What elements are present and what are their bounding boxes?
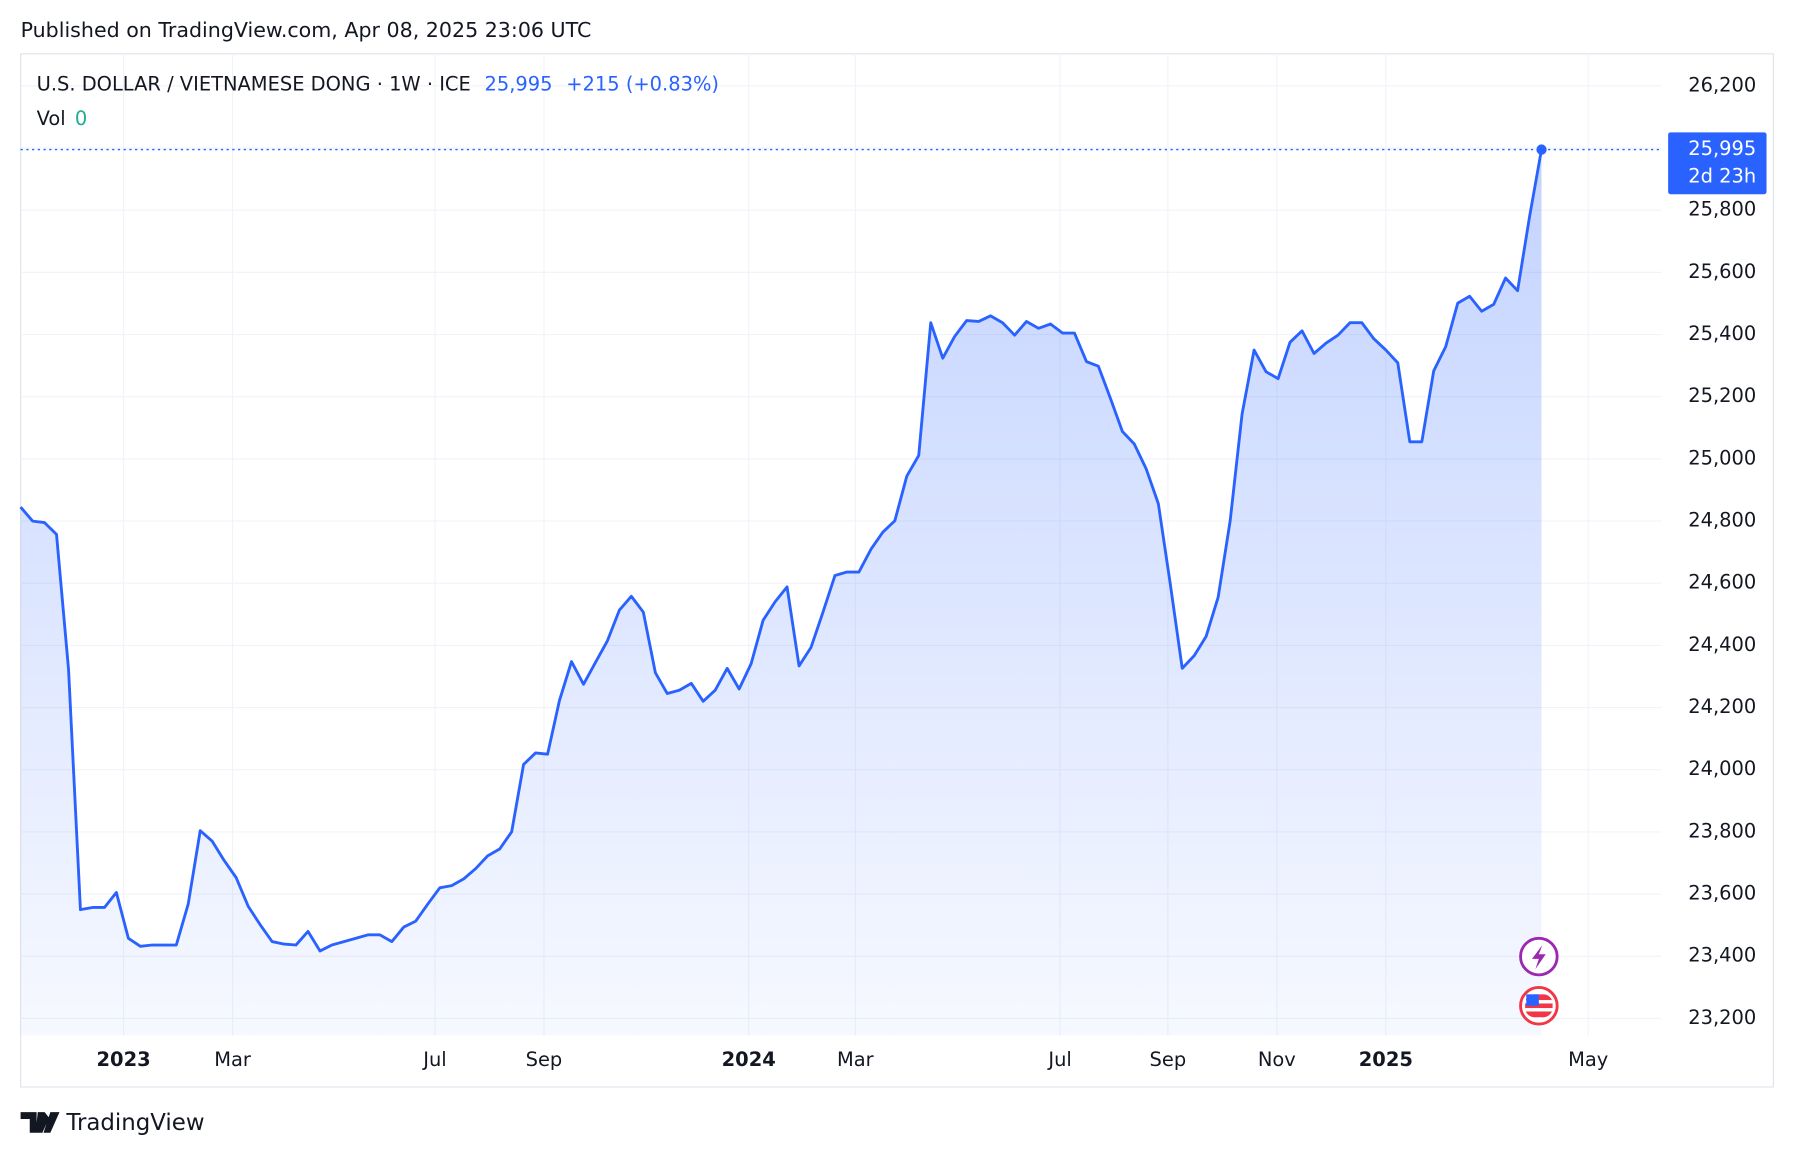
x-tick-label: Nov [1258,1048,1296,1071]
volume-row: Vol 0 [37,107,88,130]
price-tag-label: 25,995 [1688,137,1756,160]
x-tick-label: Sep [1150,1048,1187,1071]
x-tick-label: 2025 [1359,1048,1413,1071]
x-tick-label: Sep [526,1048,563,1071]
y-tick-label: 25,400 [1688,322,1756,345]
x-tick-label: May [1568,1048,1608,1071]
y-tick-label: 24,600 [1688,571,1756,594]
y-tick-label: 25,200 [1688,384,1756,407]
y-tick-label: 24,400 [1688,633,1756,656]
countdown: 2d 23h [1688,165,1756,188]
y-tick-label: 25,800 [1688,198,1756,221]
change: +215 (+0.83%) [566,72,719,95]
brand: TradingView [65,1110,204,1136]
price-line [19,149,1543,953]
event-icons [1519,936,1559,1026]
volume-label: Vol [37,107,66,130]
last-point [1536,144,1547,155]
y-tick-label: 26,200 [1688,73,1756,96]
price: 25,995 [485,72,553,95]
legend: U.S. DOLLAR / VIETNAMESE DONG · 1W · ICE… [37,72,719,95]
y-tick-label: 23,200 [1688,1006,1756,1029]
y-tick-label: 23,600 [1688,882,1756,905]
x-tick-label: Jul [422,1048,446,1071]
logo [20,1112,60,1133]
area-fill [20,149,1542,1036]
x-tick-label: Jul [1047,1048,1071,1071]
x-tick-label: 2023 [97,1048,151,1071]
price-tag [1668,132,1767,195]
x-tick-label: 2024 [722,1048,776,1071]
symbol: U.S. DOLLAR / VIETNAMESE DONG · 1W · ICE [37,72,471,95]
y-tick-label: 25,000 [1688,446,1756,469]
y-tick-label: 25,600 [1688,260,1756,283]
published: Published on TradingView.com, Apr 08, 20… [21,18,592,42]
y-tick-label: 23,800 [1688,819,1756,842]
y-tick-label: 24,800 [1688,509,1756,532]
volume: 0 [75,107,87,130]
y-tick-label: 24,000 [1688,757,1756,780]
x-tick-label: Mar [837,1048,874,1071]
y-tick-label: 24,200 [1688,695,1756,718]
y-tick-label: 23,400 [1688,944,1756,967]
x-tick-label: Mar [214,1048,251,1071]
